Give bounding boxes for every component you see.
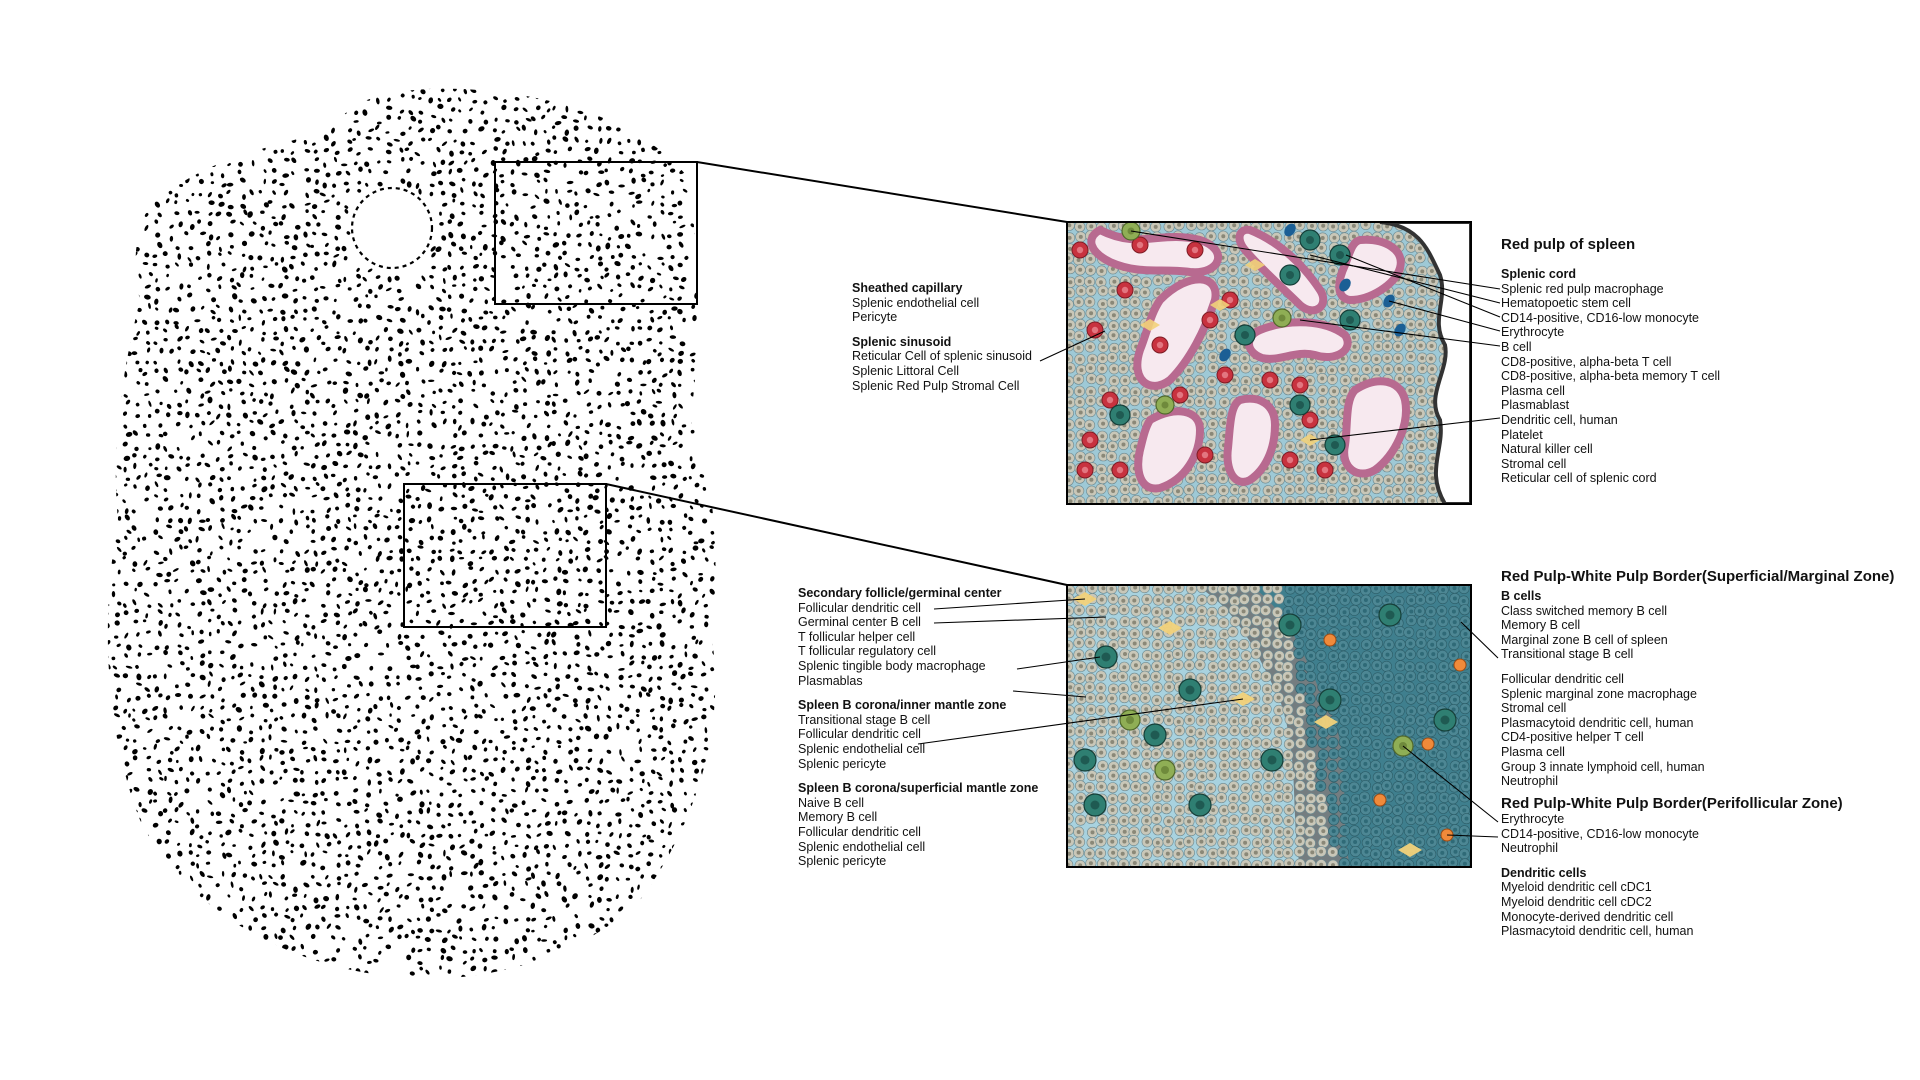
label-item: Transitional stage B cell: [798, 712, 931, 727]
marginal-zone-labels: B cells Class switched memory B cell Mem…: [1501, 589, 1705, 799]
label-group-secondary-follicle: Secondary follicle/germinal center Folli…: [798, 586, 1038, 688]
label-item: Splenic red pulp macrophage: [1501, 281, 1664, 296]
capsule-edge: [1379, 222, 1471, 504]
perifollicular-zone-labels: Erythrocyte CD14-positive, CD16-low mono…: [1501, 812, 1699, 949]
label-item: Splenic endothelial cell: [798, 839, 926, 854]
label-item: CD8-positive, alpha-beta memory T cell: [1501, 369, 1721, 384]
label-group-dendritic-cells: Dendritic cells Myeloid dendritic cell c…: [1501, 866, 1699, 939]
label-item: Follicular dendritic cell: [798, 727, 921, 742]
leader-lines: [917, 230, 1501, 838]
label-item: Hematopoetic stem cell: [1501, 296, 1631, 311]
label-item: Follicular dendritic cell: [798, 600, 921, 615]
label-item: Splenic Littoral Cell: [852, 363, 959, 378]
label-item: Germinal center B cell: [798, 615, 921, 630]
label-group-inner-mantle: Spleen B corona/inner mantle zone Transi…: [798, 698, 1038, 771]
label-item: Plasmacytoid dendritic cell, human: [1501, 924, 1694, 939]
label-item: Neutrophil: [1501, 774, 1558, 789]
label-heading: Splenic sinusoid: [852, 334, 952, 349]
label-heading: Spleen B corona/superficial mantle zone: [798, 781, 1039, 796]
label-item: Myeloid dendritic cell cDC1: [1501, 880, 1652, 895]
label-item: Neutrophil: [1501, 841, 1558, 856]
perifollicular-zone-title: Red Pulp-White Pulp Border(Perifollicula…: [1501, 795, 1843, 812]
white-pulp-left-labels: Secondary follicle/germinal center Folli…: [798, 586, 1038, 879]
label-item: Memory B cell: [1501, 618, 1581, 633]
label-heading: Dendritic cells: [1501, 865, 1587, 880]
label-item: Stromal cell: [1501, 456, 1567, 471]
label-item: Reticular Cell of splenic sinusoid: [852, 349, 1032, 364]
label-item: Myeloid dendritic cell cDC2: [1501, 894, 1652, 909]
sheathed-capillary-hole: [350, 186, 434, 270]
label-item: Plasmablas: [798, 673, 863, 688]
label-item: CD14-positive, CD16-low monocyte: [1501, 826, 1699, 841]
label-item: T follicular helper cell: [798, 629, 916, 644]
red-pulp-illustration: [1066, 221, 1472, 505]
label-item: Naive B cell: [798, 795, 864, 810]
label-item: Erythrocyte: [1501, 812, 1565, 826]
label-item: CD8-positive, alpha-beta T cell: [1501, 354, 1672, 369]
label-item: Marginal zone B cell of spleen: [1501, 632, 1668, 647]
label-item: Follicular dendritic cell: [798, 824, 921, 839]
label-item: Reticular cell of splenic cord: [1501, 471, 1657, 486]
label-item: Splenic endothelial cell: [852, 295, 980, 310]
label-group-perifollicular: Erythrocyte CD14-positive, CD16-low mono…: [1501, 812, 1699, 856]
label-item: Dendritic cell, human: [1501, 412, 1618, 427]
label-group-superficial-mantle: Spleen B corona/superficial mantle zone …: [798, 781, 1038, 869]
label-group-splenic-sinusoid: Splenic sinusoid Reticular Cell of splen…: [852, 335, 1032, 393]
label-item: Pericyte: [852, 310, 898, 325]
label-heading: B cells: [1501, 589, 1542, 603]
label-group-sheathed-capillary: Sheathed capillary Splenic endothelial c…: [852, 281, 1032, 325]
label-item: Erythrocyte: [1501, 325, 1565, 340]
label-item: Group 3 innate lymphoid cell, human: [1501, 759, 1705, 774]
zoom-box-white-pulp: [403, 483, 607, 628]
label-heading: Splenic cord: [1501, 267, 1577, 281]
label-item: Monocyte-derived dendritic cell: [1501, 909, 1674, 924]
label-heading: Sheathed capillary: [852, 281, 963, 295]
label-heading: Secondary follicle/germinal center: [798, 586, 1002, 600]
label-item: Plasmablast: [1501, 398, 1570, 413]
zoom-boxes: [403, 161, 1068, 628]
label-group-splenic-cord: Splenic cord Splenic red pulp macrophage…: [1501, 267, 1720, 486]
red-pulp-right-labels: Splenic cord Splenic red pulp macrophage…: [1501, 267, 1720, 496]
label-item: Splenic tingible body macrophage: [798, 658, 986, 673]
label-group-b-cells: B cells Class switched memory B cell Mem…: [1501, 589, 1705, 662]
label-item: Stromal cell: [1501, 701, 1567, 716]
label-item: Plasma cell: [1501, 744, 1565, 759]
label-item: Transitional stage B cell: [1501, 647, 1634, 662]
label-item: Class switched memory B cell: [1501, 603, 1668, 618]
label-item: Splenic pericyte: [798, 756, 887, 771]
label-item: CD14-positive, CD16-low monocyte: [1501, 310, 1699, 325]
zoom-line-white-top: [605, 483, 1068, 586]
label-item: T follicular regulatory cell: [798, 644, 937, 659]
label-item: B cell: [1501, 339, 1532, 354]
label-item: Plasmacytoid dendritic cell, human: [1501, 715, 1694, 730]
zoom-line-red-top: [696, 161, 1068, 223]
label-item: Memory B cell: [798, 810, 878, 825]
label-group-marginal-other: Follicular dendritic cell Splenic margin…: [1501, 672, 1705, 789]
red-pulp-title: Red pulp of spleen: [1501, 236, 1636, 253]
label-item: Platelet: [1501, 427, 1543, 442]
white-pulp-illustration: [1066, 584, 1472, 868]
label-heading: Spleen B corona/inner mantle zone: [798, 698, 1007, 713]
label-item: Plasma cell: [1501, 383, 1565, 398]
label-item: CD4-positive helper T cell: [1501, 730, 1644, 745]
zoom-box-red-pulp: [494, 161, 698, 305]
label-item: Splenic marginal zone macrophage: [1501, 686, 1697, 701]
label-item: Follicular dendritic cell: [1501, 671, 1624, 686]
label-item: Splenic Red Pulp Stromal Cell: [852, 378, 1020, 393]
label-item: Natural killer cell: [1501, 442, 1593, 457]
label-item: Splenic endothelial cell: [798, 741, 926, 756]
marginal-zone-title: Red Pulp-White Pulp Border(Superficial/M…: [1501, 568, 1895, 585]
label-item: Splenic pericyte: [798, 854, 887, 869]
red-pulp-left-labels: Sheathed capillary Splenic endothelial c…: [852, 281, 1032, 403]
